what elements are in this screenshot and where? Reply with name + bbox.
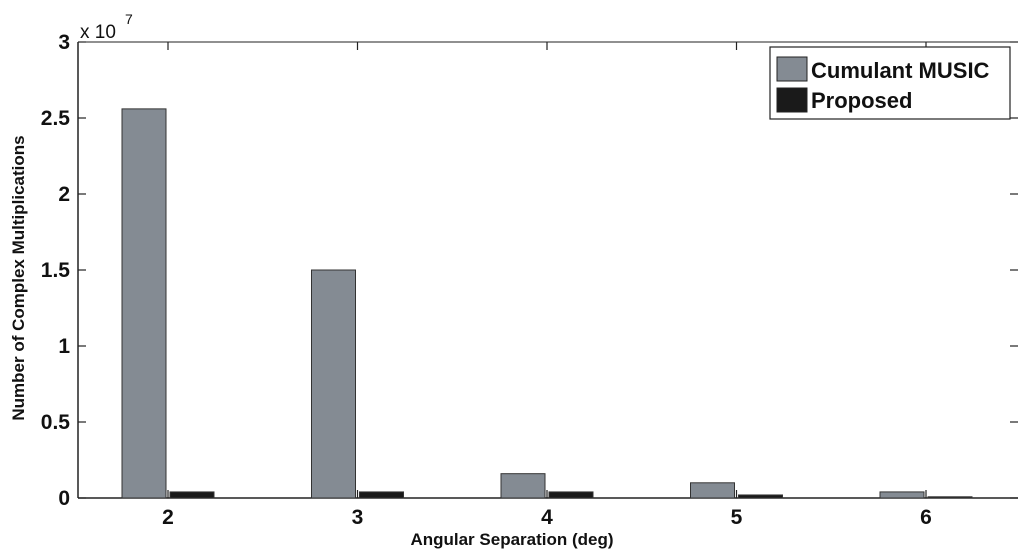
x-tick-label: 3	[352, 506, 364, 529]
y-tick-label: 0	[58, 487, 70, 510]
bar-cumulant-music-5	[690, 482, 735, 499]
bar-cumulant-music-3	[311, 269, 356, 499]
bar-cumulant-music-4	[500, 473, 546, 499]
bar-proposed-2	[169, 491, 215, 499]
bar-cumulant-music-2	[121, 108, 167, 499]
bar-proposed-6	[927, 496, 973, 499]
bar-proposed-4	[548, 491, 594, 499]
legend-swatch-proposed	[776, 87, 808, 113]
legend-box	[769, 46, 1011, 120]
bar-proposed-5	[738, 494, 783, 499]
x-tick-label: 2	[162, 506, 174, 529]
y-tick-label: 0.5	[41, 411, 71, 434]
bar-proposed-3	[359, 491, 404, 499]
y-tick-label: 2	[58, 183, 70, 206]
bar-cumulant-music-6	[879, 491, 925, 499]
legend: Cumulant MUSIC Proposed	[769, 46, 1011, 120]
x-tick-label: 6	[920, 506, 932, 529]
x-tick-label: 4	[541, 506, 553, 529]
y-axis-title: Number of Complex Multiplications	[9, 135, 28, 420]
x-axis-title: Angular Separation (deg)	[410, 530, 613, 549]
bars	[121, 108, 973, 499]
legend-label-cumulant-music: Cumulant MUSIC	[811, 58, 990, 83]
y-tick-label: 1	[58, 335, 70, 358]
x-tick-label: 5	[731, 506, 743, 529]
tick-labels: 0 0.5 1 1.5 2 2.5 3 2 3 4 5 6	[41, 31, 932, 529]
y-multiplier-base: x 10	[80, 22, 116, 43]
y-tick-label: 3	[58, 31, 70, 54]
y-tick-label: 1.5	[41, 259, 71, 282]
legend-swatch-cumulant-music	[776, 56, 808, 82]
axes	[77, 41, 1018, 499]
legend-label-proposed: Proposed	[811, 88, 912, 113]
y-multiplier-exponent: 7	[125, 11, 133, 27]
y-tick-label: 2.5	[41, 107, 71, 130]
